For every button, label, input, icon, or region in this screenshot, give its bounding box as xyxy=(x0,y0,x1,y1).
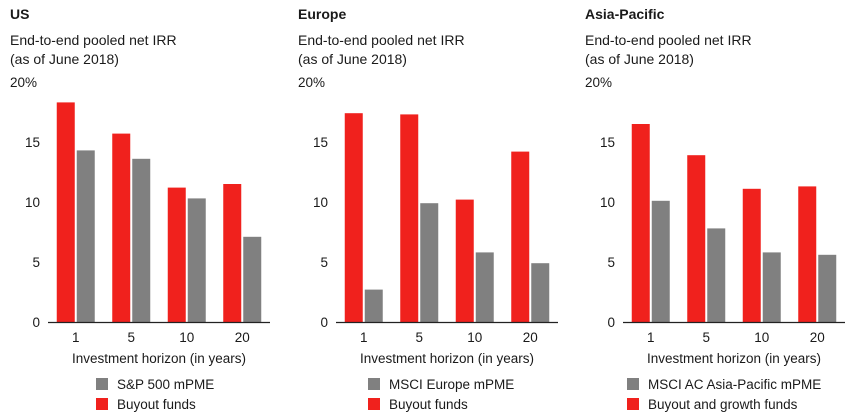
chart-panel-asia-pacific: Asia-Pacific End-to-end pooled net IRR (… xyxy=(585,0,865,415)
legend: MSCI Europe mPME Buyout funds xyxy=(368,374,514,414)
legend-label: Buyout and growth funds xyxy=(648,396,798,412)
chart-subtitle: End-to-end pooled net IRR (as of June 20… xyxy=(298,31,465,69)
legend-swatch-buyout xyxy=(368,398,380,410)
legend-label: Buyout funds xyxy=(117,396,196,412)
legend-item-mpme: S&P 500 mPME xyxy=(96,374,214,394)
bar-buyout xyxy=(56,102,75,323)
legend-label: MSCI AC Asia-Pacific mPME xyxy=(648,376,822,392)
bar-buyout xyxy=(167,187,186,322)
bar-buyout xyxy=(400,114,419,323)
chart-subtitle: End-to-end pooled net IRR (as of June 20… xyxy=(585,31,752,69)
legend-item-buyout: Buyout funds xyxy=(96,394,214,414)
y-tick-label: 20% xyxy=(585,75,612,90)
chart-title: US xyxy=(10,6,30,22)
bar-buyout xyxy=(455,199,474,322)
chart-panel-europe: Europe End-to-end pooled net IRR (as of … xyxy=(298,0,578,415)
bar-buyout xyxy=(223,184,242,322)
x-axis-title: Investment horizon (in years) xyxy=(72,351,246,366)
x-tick-label: 20 xyxy=(235,330,250,345)
subtitle-line: (as of June 2018) xyxy=(10,51,119,67)
legend: MSCI AC Asia-Pacific mPME Buyout and gro… xyxy=(627,374,821,414)
x-axis-title: Investment horizon (in years) xyxy=(647,351,821,366)
y-tick-label: 10 xyxy=(313,195,328,210)
x-tick-label: 10 xyxy=(179,330,194,345)
bar-mpme xyxy=(76,150,95,322)
bar-mpme xyxy=(420,203,439,322)
y-tick-label: 0 xyxy=(32,315,40,330)
subtitle-line: (as of June 2018) xyxy=(298,51,407,67)
y-tick-label: 15 xyxy=(600,135,615,150)
bar-mpme xyxy=(651,200,670,322)
y-tick-label: 15 xyxy=(313,135,328,150)
x-axis-title: Investment horizon (in years) xyxy=(360,351,534,366)
legend-item-buyout: Buyout and growth funds xyxy=(627,394,821,414)
x-tick-label: 10 xyxy=(467,330,482,345)
bar-mpme xyxy=(707,228,726,322)
bar-mpme xyxy=(762,252,781,322)
chart-panel-us: US End-to-end pooled net IRR (as of June… xyxy=(10,0,280,415)
legend-swatch-buyout xyxy=(627,398,639,410)
y-tick-label: 10 xyxy=(25,195,40,210)
x-tick-label: 5 xyxy=(127,330,135,345)
x-tick-label: 1 xyxy=(360,330,368,345)
y-tick-label: 0 xyxy=(607,315,615,330)
y-tick-label: 5 xyxy=(320,255,328,270)
legend-swatch-mpme xyxy=(368,378,380,390)
y-tick-label: 20% xyxy=(298,75,325,90)
bar-buyout xyxy=(511,151,530,322)
x-tick-label: 5 xyxy=(415,330,423,345)
bar-mpme xyxy=(187,198,206,322)
bar-mpme xyxy=(475,252,494,322)
chart-title: Asia-Pacific xyxy=(585,6,665,22)
y-tick-label: 0 xyxy=(320,315,328,330)
legend-swatch-mpme xyxy=(627,378,639,390)
x-tick-label: 20 xyxy=(523,330,538,345)
bar-buyout xyxy=(798,186,817,322)
subtitle-line: End-to-end pooled net IRR xyxy=(298,32,465,48)
bar-buyout xyxy=(687,155,706,322)
x-tick-label: 1 xyxy=(647,330,655,345)
bar-mpme xyxy=(132,158,151,322)
bar-buyout xyxy=(112,133,131,322)
y-tick-label: 5 xyxy=(607,255,615,270)
bar-mpme xyxy=(364,289,383,322)
bar-mpme xyxy=(531,263,550,322)
y-tick-label: 5 xyxy=(32,255,40,270)
bar-mpme xyxy=(243,236,262,322)
x-tick-label: 1 xyxy=(72,330,80,345)
y-tick-label: 15 xyxy=(25,135,40,150)
bar-buyout xyxy=(631,124,650,322)
legend-swatch-mpme xyxy=(96,378,108,390)
legend-item-buyout: Buyout funds xyxy=(368,394,514,414)
y-tick-label: 10 xyxy=(600,195,615,210)
legend-item-mpme: MSCI Europe mPME xyxy=(368,374,514,394)
x-tick-label: 5 xyxy=(702,330,710,345)
legend-label: Buyout funds xyxy=(389,396,468,412)
y-tick-label: 20% xyxy=(10,75,37,90)
legend-item-mpme: MSCI AC Asia-Pacific mPME xyxy=(627,374,821,394)
bar-buyout xyxy=(742,188,761,322)
legend-label: S&P 500 mPME xyxy=(117,376,215,392)
chart-title: Europe xyxy=(298,6,347,22)
subtitle-line: (as of June 2018) xyxy=(585,51,694,67)
subtitle-line: End-to-end pooled net IRR xyxy=(585,32,752,48)
bar-mpme xyxy=(818,254,837,322)
x-tick-label: 10 xyxy=(754,330,769,345)
legend-swatch-buyout xyxy=(96,398,108,410)
subtitle-line: End-to-end pooled net IRR xyxy=(10,32,177,48)
bar-buyout xyxy=(344,113,363,322)
x-tick-label: 20 xyxy=(810,330,825,345)
legend-label: MSCI Europe mPME xyxy=(389,376,515,392)
chart-subtitle: End-to-end pooled net IRR (as of June 20… xyxy=(10,31,177,69)
legend: S&P 500 mPME Buyout funds xyxy=(96,374,214,414)
